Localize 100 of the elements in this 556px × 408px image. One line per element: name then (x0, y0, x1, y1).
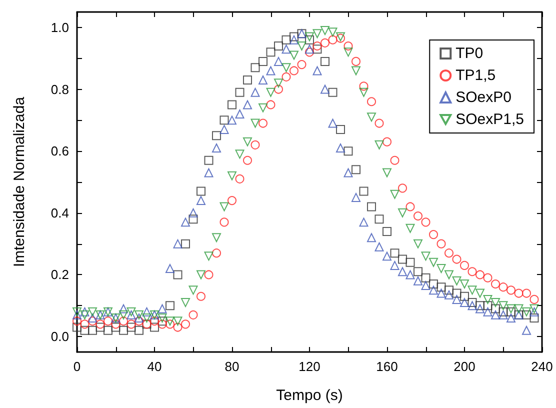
point (530, 294, 539, 304)
point (196, 196, 206, 206)
point (460, 292, 469, 301)
point (336, 124, 345, 134)
point (352, 66, 360, 76)
y-tick-label: 0.0 (50, 329, 69, 344)
point (367, 202, 376, 212)
point (243, 137, 252, 146)
point (406, 258, 415, 267)
point (196, 292, 206, 301)
point (312, 44, 322, 54)
point (134, 326, 144, 335)
point (150, 322, 159, 332)
point (312, 66, 322, 76)
point (436, 239, 446, 248)
point (96, 320, 105, 329)
legend-label: TP0 (456, 45, 484, 62)
point (320, 84, 330, 94)
x-tick-label: 240 (531, 359, 553, 374)
point (212, 233, 221, 242)
point (491, 310, 500, 320)
legend-label: SOexP1,5 (456, 111, 524, 128)
point (414, 212, 422, 220)
point (414, 239, 422, 248)
point (88, 316, 97, 326)
point (220, 116, 229, 125)
point (530, 307, 539, 316)
point (483, 273, 492, 282)
point (476, 301, 484, 310)
point (406, 202, 415, 212)
point (96, 322, 105, 332)
point (88, 326, 97, 335)
point (344, 146, 353, 156)
point (390, 248, 400, 258)
point (444, 286, 454, 295)
point (173, 316, 182, 326)
point (498, 307, 508, 316)
point (290, 32, 298, 42)
point (359, 186, 368, 196)
point (514, 304, 524, 314)
point (367, 97, 376, 106)
point (119, 326, 128, 335)
point (104, 316, 112, 326)
point (181, 218, 190, 227)
point (452, 294, 462, 304)
x-tick-label: 0 (73, 359, 81, 374)
point (530, 304, 539, 314)
point (188, 214, 198, 224)
point (522, 288, 531, 298)
x-tick-label: 200 (454, 359, 476, 374)
point (398, 208, 407, 218)
point (274, 56, 283, 66)
point (429, 280, 438, 288)
point (320, 26, 330, 36)
point (382, 252, 392, 261)
point (506, 314, 516, 322)
point (352, 192, 360, 202)
point (119, 316, 128, 326)
point (88, 307, 97, 316)
point (390, 190, 400, 199)
point (181, 239, 190, 248)
x-tick-label: 160 (376, 359, 398, 374)
point (188, 208, 198, 218)
point (352, 56, 360, 66)
y-tick-label: 0.6 (50, 144, 69, 159)
point (382, 137, 392, 146)
point (258, 103, 268, 112)
point (498, 310, 508, 320)
point (258, 118, 268, 128)
point (274, 42, 283, 50)
point (290, 35, 298, 44)
point (181, 320, 190, 329)
point (444, 270, 454, 280)
point (398, 254, 407, 264)
point (421, 218, 430, 227)
point (406, 270, 415, 280)
point (266, 100, 276, 110)
point (406, 224, 415, 233)
point (250, 118, 260, 128)
point (228, 100, 236, 110)
point (506, 304, 516, 314)
point (290, 50, 298, 60)
point (444, 248, 454, 258)
point (72, 307, 82, 316)
point (429, 230, 438, 240)
point (80, 326, 90, 335)
point (436, 264, 446, 274)
point (320, 56, 330, 66)
point (235, 110, 244, 118)
legend-label: SOexP0 (456, 89, 512, 106)
point (436, 282, 446, 292)
point (188, 310, 198, 320)
point (282, 44, 291, 54)
point (421, 252, 430, 261)
point (297, 60, 306, 70)
point (235, 174, 244, 184)
point (506, 307, 516, 316)
point (460, 280, 469, 288)
point (126, 307, 136, 316)
point (188, 286, 198, 295)
